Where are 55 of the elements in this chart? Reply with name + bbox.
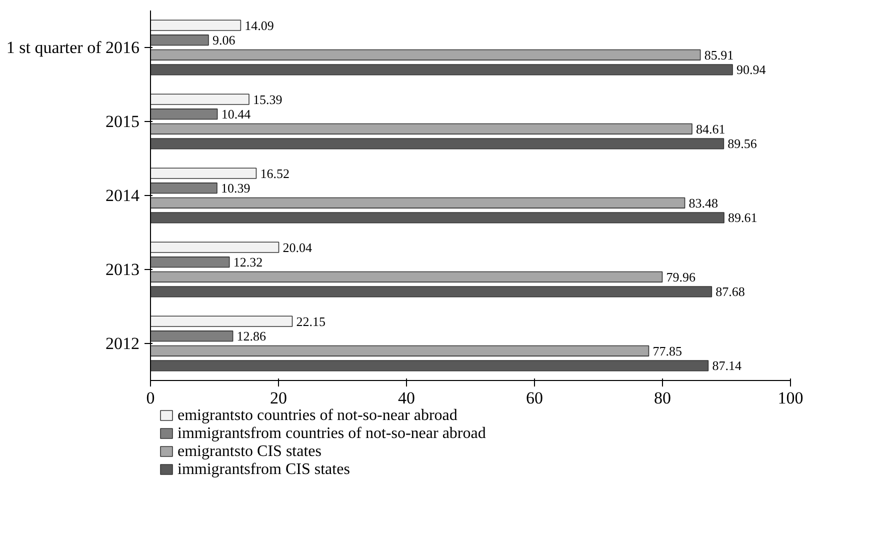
data-label: 10.39 (220, 180, 250, 196)
x-tick-label: 100 (778, 388, 804, 408)
y-tick-label: 2014 (106, 186, 140, 205)
y-tick-label: 2012 (106, 334, 140, 353)
legend-label: emigrantsto CIS states (178, 443, 322, 460)
bar (150, 316, 293, 327)
bar (150, 286, 712, 298)
data-label: 84.61 (696, 121, 726, 136)
data-label: 10.44 (221, 106, 252, 122)
data-label: 85.91 (704, 47, 734, 62)
data-label: 22.15 (296, 314, 326, 329)
legend-label: emigrantsto countries of not-so-near abroad (178, 407, 458, 424)
bar (150, 212, 724, 224)
data-label: 89.61 (728, 210, 758, 226)
bar (150, 197, 686, 208)
data-label: 83.48 (688, 195, 718, 210)
data-label: 90.94 (736, 62, 766, 78)
legend-label: immigrantsfrom countries of not-so-near abroad (178, 425, 486, 442)
data-label: 20.04 (282, 240, 313, 255)
data-label: 87.14 (712, 358, 742, 374)
y-tick-label: 1 st quarter of 2016 (6, 38, 140, 57)
data-label: 9.06 (212, 32, 236, 48)
y-tick-label: 2015 (106, 112, 140, 131)
y-tick-label: 2013 (106, 260, 140, 279)
data-label: 12.86 (236, 328, 267, 344)
bar (150, 345, 650, 356)
bar (150, 138, 724, 150)
bar (150, 20, 242, 31)
bar (150, 330, 234, 342)
bar (150, 242, 280, 253)
x-tick-label: 40 (398, 388, 415, 408)
bar (150, 123, 692, 134)
data-label: 77.85 (652, 343, 682, 358)
bar (150, 271, 663, 282)
data-label: 87.68 (716, 284, 745, 300)
bar (150, 168, 257, 179)
data-label: 79.96 (666, 269, 696, 284)
data-label: 12.32 (233, 254, 263, 270)
data-label: 16.52 (260, 166, 290, 181)
bar (150, 360, 709, 372)
bar (150, 34, 209, 46)
bar (150, 49, 701, 60)
bar (150, 256, 230, 268)
bar (150, 94, 250, 105)
data-label: 14.09 (244, 18, 274, 33)
bar (150, 108, 218, 120)
data-label: 89.56 (728, 136, 758, 152)
bar (150, 182, 218, 194)
bar (150, 64, 733, 76)
x-tick-label: 0 (146, 388, 155, 408)
x-tick-label: 20 (270, 388, 287, 408)
x-tick-label: 80 (654, 388, 671, 408)
legend-label: immigrantsfrom CIS states (178, 461, 350, 478)
data-label: 15.39 (252, 92, 282, 107)
x-tick-label: 60 (526, 388, 543, 408)
